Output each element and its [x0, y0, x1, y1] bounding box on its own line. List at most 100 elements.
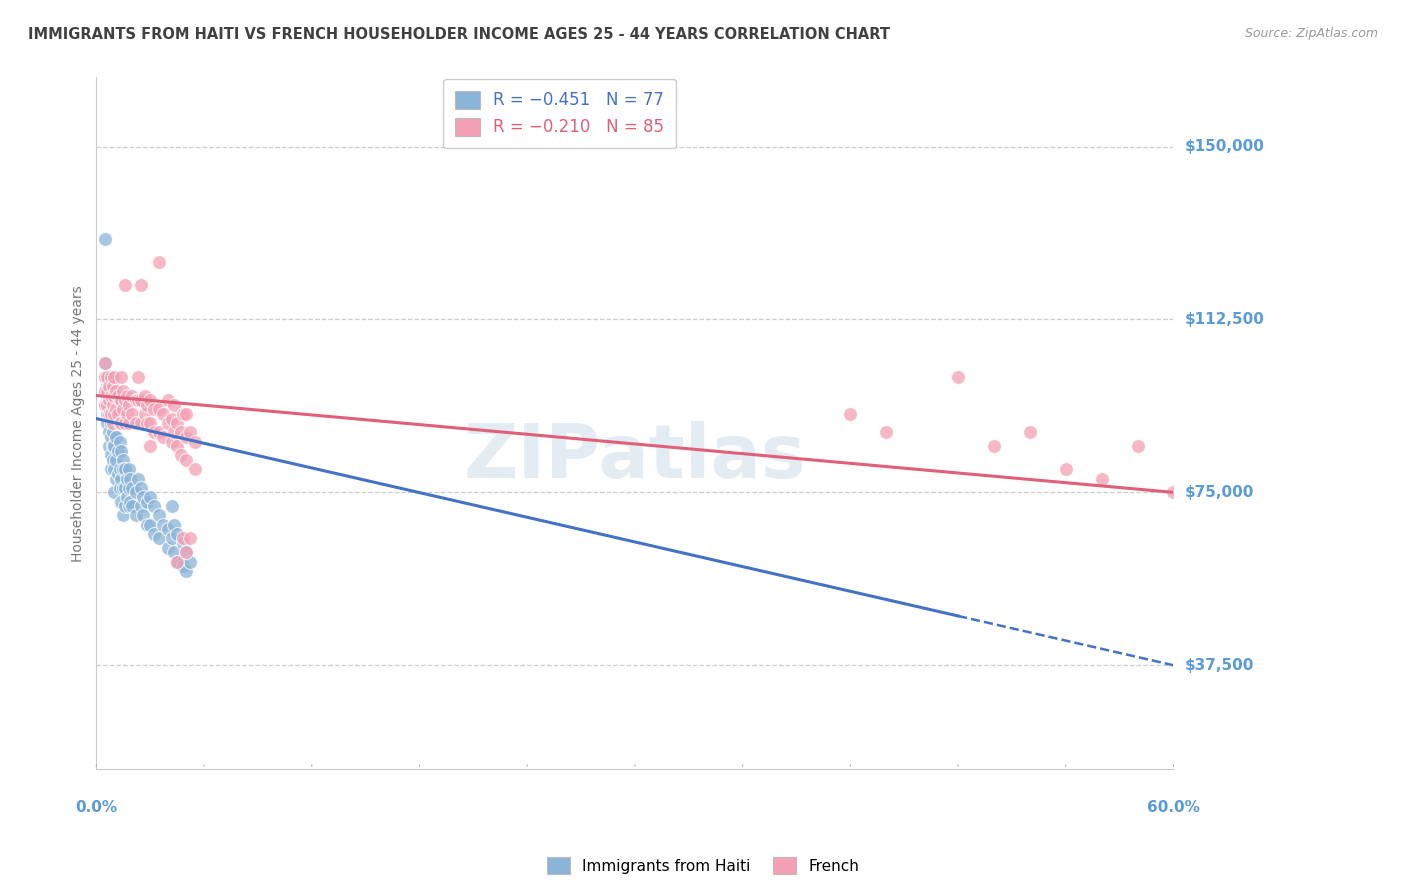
- Point: [129, 393, 152, 408]
- Point: [96, 393, 118, 408]
- Point: [139, 416, 162, 430]
- Point: [125, 393, 148, 408]
- Point: [114, 416, 136, 430]
- Point: [114, 277, 136, 292]
- Point: [152, 430, 174, 444]
- Point: [96, 407, 118, 421]
- Point: [96, 384, 118, 398]
- Point: [135, 494, 157, 508]
- Point: [105, 402, 128, 417]
- Text: Source: ZipAtlas.com: Source: ZipAtlas.com: [1244, 27, 1378, 40]
- Point: [114, 499, 136, 513]
- Text: 0.0%: 0.0%: [76, 799, 118, 814]
- Legend: Immigrants from Haiti, French: Immigrants from Haiti, French: [541, 851, 865, 880]
- Point: [94, 370, 117, 384]
- Point: [112, 402, 135, 417]
- Point: [162, 425, 184, 440]
- Point: [118, 398, 141, 412]
- Point: [127, 370, 149, 384]
- Point: [179, 555, 201, 569]
- Point: [103, 407, 125, 421]
- Point: [115, 490, 138, 504]
- Point: [162, 545, 184, 559]
- Text: ZIPatlas: ZIPatlas: [464, 421, 806, 494]
- Point: [100, 462, 122, 476]
- Point: [127, 471, 149, 485]
- Point: [107, 443, 129, 458]
- Point: [172, 407, 194, 421]
- Point: [162, 398, 184, 412]
- Point: [148, 425, 170, 440]
- Point: [110, 393, 132, 408]
- Text: $37,500: $37,500: [1185, 657, 1254, 673]
- Point: [125, 485, 148, 500]
- Point: [118, 462, 141, 476]
- Point: [129, 277, 152, 292]
- Point: [94, 370, 117, 384]
- Point: [118, 416, 141, 430]
- Point: [100, 416, 122, 430]
- Point: [121, 481, 143, 495]
- Point: [148, 532, 170, 546]
- Point: [160, 532, 183, 546]
- Point: [94, 232, 117, 246]
- Point: [101, 416, 124, 430]
- Point: [132, 508, 155, 523]
- Point: [105, 471, 128, 485]
- Point: [174, 407, 197, 421]
- Point: [983, 439, 1005, 453]
- Point: [157, 522, 180, 536]
- Point: [152, 517, 174, 532]
- Point: [96, 398, 118, 412]
- Point: [108, 481, 131, 495]
- Point: [101, 379, 124, 393]
- Point: [100, 370, 122, 384]
- Point: [112, 453, 135, 467]
- Point: [103, 370, 125, 384]
- Point: [101, 425, 124, 440]
- Point: [110, 416, 132, 430]
- Point: [114, 462, 136, 476]
- Point: [170, 449, 193, 463]
- Point: [1163, 485, 1185, 500]
- Point: [97, 407, 120, 421]
- Point: [97, 402, 120, 417]
- Point: [94, 384, 117, 398]
- Point: [129, 499, 152, 513]
- Point: [172, 536, 194, 550]
- Point: [101, 439, 124, 453]
- Point: [946, 370, 969, 384]
- Point: [166, 416, 188, 430]
- Point: [118, 481, 141, 495]
- Point: [108, 434, 131, 449]
- Point: [101, 398, 124, 412]
- Point: [115, 388, 138, 402]
- Point: [135, 416, 157, 430]
- Point: [148, 402, 170, 417]
- Point: [100, 449, 122, 463]
- Point: [1018, 425, 1040, 440]
- Point: [174, 545, 197, 559]
- Point: [100, 407, 122, 421]
- Point: [174, 564, 197, 578]
- Point: [97, 425, 120, 440]
- Y-axis label: Householder Income Ages 25 - 44 years: Householder Income Ages 25 - 44 years: [72, 285, 86, 562]
- Point: [148, 508, 170, 523]
- Point: [139, 517, 162, 532]
- Text: $112,500: $112,500: [1185, 312, 1264, 327]
- Point: [120, 494, 142, 508]
- Point: [94, 384, 117, 398]
- Point: [134, 407, 156, 421]
- Point: [160, 434, 183, 449]
- Point: [107, 407, 129, 421]
- Point: [157, 393, 180, 408]
- Point: [100, 388, 122, 402]
- Point: [105, 430, 128, 444]
- Point: [94, 398, 117, 412]
- Point: [184, 434, 207, 449]
- Point: [142, 425, 165, 440]
- Point: [96, 370, 118, 384]
- Point: [108, 462, 131, 476]
- Legend: R = −0.451   N = 77, R = −0.210   N = 85: R = −0.451 N = 77, R = −0.210 N = 85: [443, 78, 676, 148]
- Point: [121, 407, 143, 421]
